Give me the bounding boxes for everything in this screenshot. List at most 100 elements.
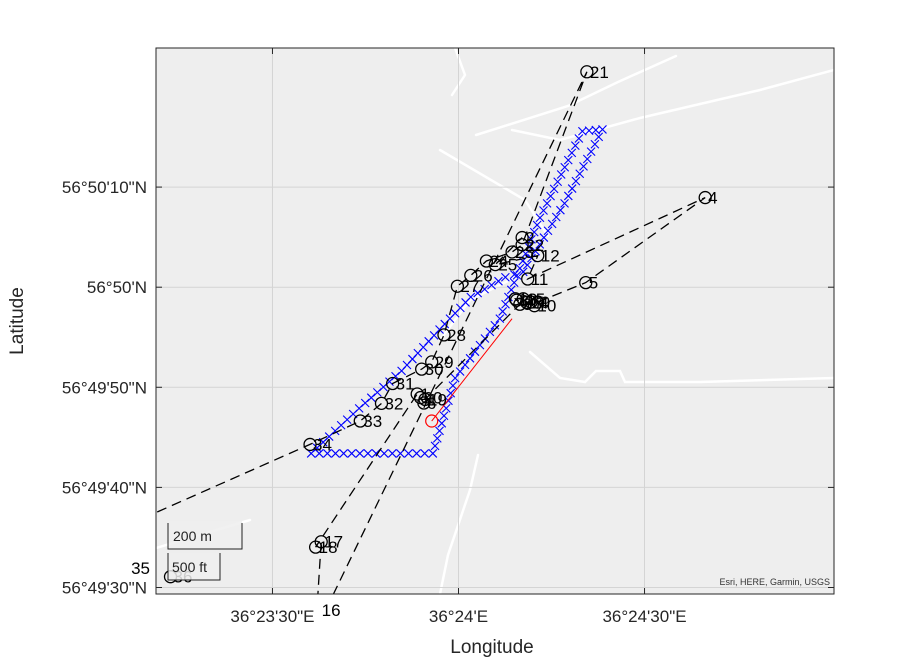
red-start-circle (425, 414, 439, 428)
track-marker-87 (487, 280, 496, 290)
waypoint-label-22: 22 (525, 236, 544, 255)
waypoint-label-19: 19 (428, 390, 447, 409)
waypoint-label-25: 25 (498, 256, 517, 275)
waypoint-label-23: 23 (515, 243, 534, 262)
track-marker-78 (539, 233, 549, 242)
track-marker-18 (435, 426, 444, 436)
waypoint-circle-21 (580, 65, 594, 79)
red-track-segment (425, 318, 513, 428)
track-marker-51 (546, 191, 555, 201)
track-marker-36 (501, 299, 510, 309)
track-marker-65 (590, 139, 600, 149)
waypoint-circle-24 (479, 254, 494, 268)
track-marker-16 (430, 441, 440, 451)
waypoint-label-27: 27 (460, 277, 479, 296)
waypoint-label-10: 10 (537, 297, 556, 316)
y-tick-label: 56°49'40"N (62, 478, 147, 497)
y-tick-label: 56°50'10"N (62, 178, 147, 197)
basemap-background (156, 48, 834, 594)
waypoint-circle-18 (308, 540, 323, 554)
track-marker-25 (450, 373, 460, 383)
waypoint-label-29: 29 (435, 353, 454, 372)
waypoint-circle-7 (524, 295, 538, 309)
waypoint-label-26: 26 (474, 266, 493, 285)
track-marker-54 (556, 170, 566, 179)
track-marker-39 (509, 278, 519, 288)
waypoint-label-34: 34 (313, 435, 332, 454)
track-marker-5 (347, 449, 357, 458)
track-marker-26 (455, 367, 465, 376)
waypoint-label-35: 35 (131, 559, 150, 578)
waypoint-label-33: 33 (363, 412, 382, 431)
waypoint-label-2: 2 (525, 229, 534, 248)
track-marker-2 (322, 449, 332, 458)
latitude-ticks: 56°50'10"N 56°50'N 56°49'50"N 56°49'40"N 56°… (62, 178, 834, 598)
track-marker-1 (314, 449, 324, 458)
grid-lines (156, 48, 834, 594)
track-marker-74 (556, 205, 565, 215)
track-marker-56 (563, 155, 573, 165)
waypoint-label-31: 31 (396, 375, 415, 394)
red-line (431, 318, 513, 422)
track-marker-17 (432, 433, 442, 443)
track-marker-20 (439, 411, 449, 421)
x-tick-label: 36°24'E (429, 607, 488, 626)
path-line (156, 71, 706, 594)
track-marker-47 (532, 220, 542, 230)
track-marker-8 (371, 449, 381, 458)
track-marker-77 (543, 226, 553, 236)
track-marker-53 (553, 177, 563, 187)
track-marker-46 (529, 227, 539, 237)
scale-imperial: 500 ft (172, 559, 207, 575)
waypoint-label-5: 5 (589, 274, 598, 293)
waypoint-circle-9 (531, 295, 545, 309)
track-marker-9 (379, 449, 389, 458)
track-marker-59 (574, 134, 584, 143)
track-marker-80 (531, 246, 541, 256)
track-marker-24 (448, 381, 458, 391)
waypoint-label-3: 3 (523, 295, 532, 314)
track-marker-88 (480, 284, 490, 294)
track-marker-28 (465, 353, 475, 363)
track-marker-13 (412, 449, 421, 458)
track-marker-35 (498, 307, 508, 316)
track-marker-29 (470, 347, 480, 357)
track-marker-32 (485, 327, 495, 337)
waypoint-label-9: 9 (541, 293, 550, 312)
track-marker-50 (542, 198, 552, 208)
track-marker-10 (387, 449, 397, 458)
track-marker-6 (355, 449, 365, 458)
map-attribution: Esri, HERE, Garmin, USGS (719, 577, 830, 587)
track-marker-73 (560, 198, 569, 208)
waypoint-label-15: 15 (526, 290, 545, 309)
y-tick-label: 56°49'50"N (62, 378, 147, 397)
waypoint-circle-15 (516, 292, 530, 306)
waypoint-label-6: 6 (427, 394, 436, 413)
x-tick-label: 36°23'30"E (230, 607, 314, 626)
waypoint-label-24: 24 (489, 252, 508, 271)
waypoint-circle-25 (488, 257, 502, 272)
waypoint-circle-31 (385, 376, 400, 391)
y-tick-label: 56°50'N (87, 278, 147, 297)
waypoint-circle-29 (425, 355, 439, 369)
waypoint-circle-20 (413, 390, 428, 405)
track-marker-79 (535, 240, 545, 249)
waypoint-circle-4 (698, 190, 712, 205)
waypoint-circle-12 (531, 248, 545, 263)
waypoint-circle-28 (437, 328, 451, 342)
track-marker-66 (586, 147, 596, 157)
track-marker-12 (404, 449, 413, 458)
track-marker-86 (494, 276, 503, 286)
y-axis-label: Latitude (7, 287, 28, 355)
waypoint-circle-26 (464, 268, 478, 283)
waypoint-label-16: 16 (322, 601, 341, 620)
track-marker-15 (428, 449, 438, 458)
x-axis-label: Longitude (450, 637, 533, 658)
waypoint-circle-34 (303, 437, 317, 452)
waypoint-circle-10 (527, 299, 542, 313)
track-marker-117 (312, 443, 322, 453)
track-marker-14 (420, 449, 430, 458)
track-marker-83 (518, 267, 528, 277)
